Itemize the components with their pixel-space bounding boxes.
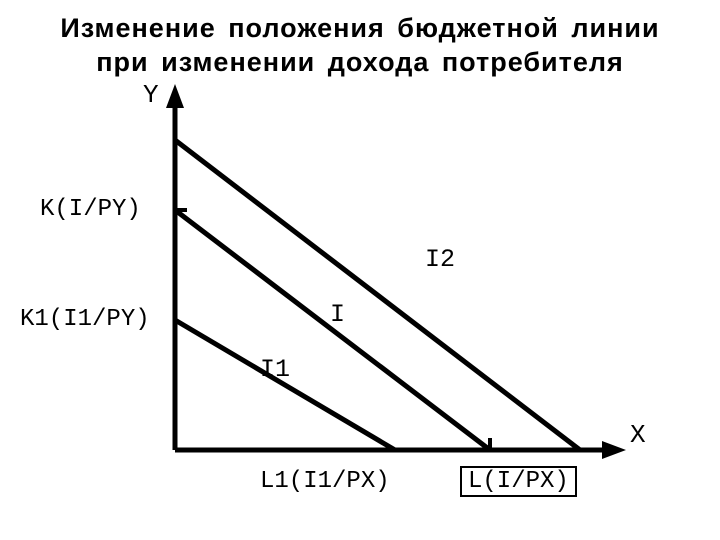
line-label-I: I [330, 300, 345, 329]
y-intercept-label-K: K(I/PY) [40, 196, 141, 223]
chart-svg [0, 0, 720, 540]
line-label-I2: I2 [425, 245, 455, 274]
y-intercept-label-K1: K1(I1/PY) [20, 306, 150, 333]
chart-area: Y X K(I/PY) K1(I1/PY) L1(I1/PX) L(I/PX) … [0, 0, 720, 540]
x-axis-label: X [630, 420, 646, 450]
x-intercept-label-L1: L1(I1/PX) [260, 468, 390, 495]
line-label-I1: I1 [260, 355, 290, 384]
y-axis-label: Y [143, 80, 159, 110]
x-intercept-label-L: L(I/PX) [460, 466, 577, 497]
